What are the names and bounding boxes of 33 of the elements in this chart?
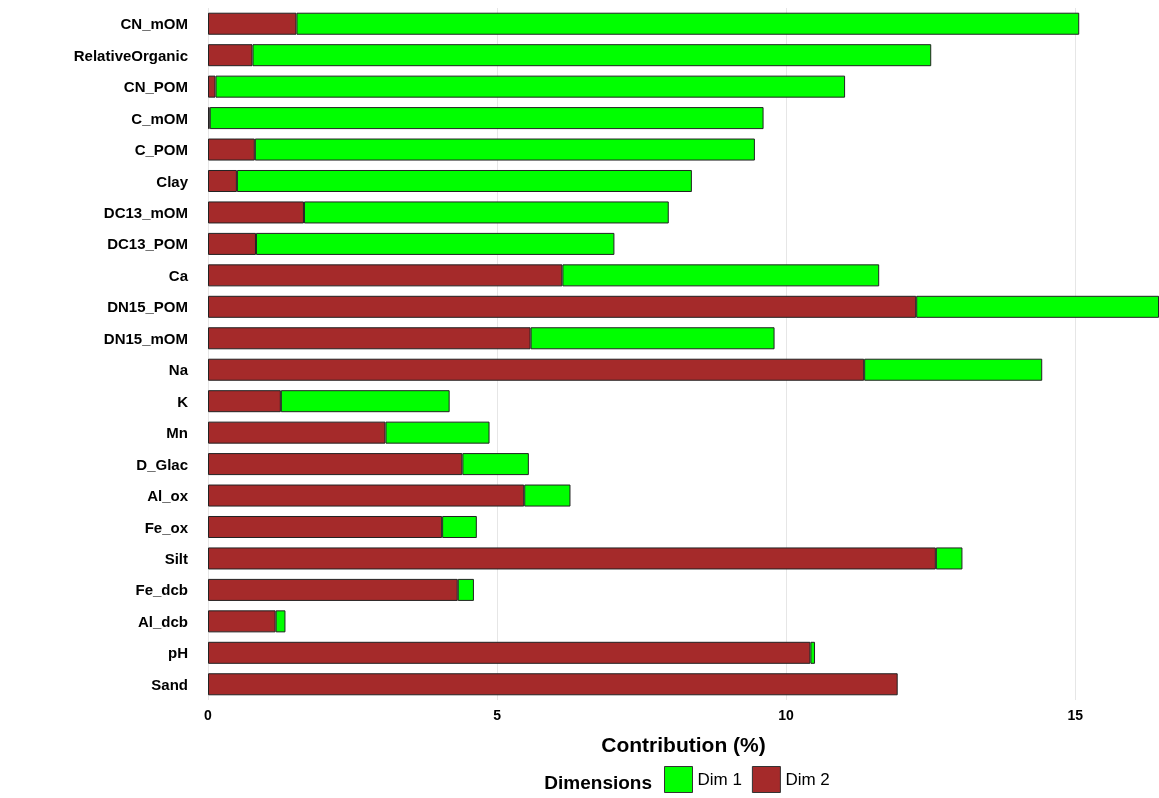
y-tick-label: Fe_ox: [144, 518, 189, 536]
y-tick-label: Mn: [166, 424, 188, 442]
y-tick-label: DC13_mOM: [103, 203, 188, 221]
x-tick-label: 10: [778, 707, 795, 723]
y-tick-label: CN_mOM: [120, 15, 188, 33]
x-tick-label: 15: [1067, 707, 1084, 723]
y-tick-label: Al_dcb: [137, 612, 188, 630]
bar: [209, 107, 764, 130]
y-tick-label: Silt: [164, 549, 188, 567]
y-tick-label: Na: [168, 361, 189, 379]
y-tick-label: RelativeOrganic: [73, 46, 188, 64]
y-tick-label: pH: [168, 644, 188, 662]
y-tick-label: Clay: [156, 172, 189, 190]
y-tick-label: CN_POM: [123, 78, 188, 96]
legend-label: Dim 2: [785, 770, 830, 789]
y-tick-label: K: [177, 392, 189, 410]
y-tick-label: Al_ox: [147, 487, 189, 505]
x-tick-label: 0: [204, 707, 213, 723]
bar: [208, 673, 898, 696]
legend-label: Dim 1: [697, 770, 742, 789]
y-tick-label: Ca: [168, 266, 189, 284]
y-tick-label: Sand: [151, 675, 188, 693]
x-tick-label: 5: [493, 707, 502, 723]
y-tick-label: D_Glac: [136, 455, 188, 473]
bar: [208, 641, 811, 664]
y-tick-label: C_mOM: [131, 109, 188, 127]
y-tick-label: Fe_dcb: [135, 581, 188, 599]
y-tick-label: DC13_POM: [107, 235, 188, 253]
y-tick-label: DN15_POM: [107, 298, 188, 316]
x-axis-title: Contribution (%): [601, 733, 766, 756]
y-tick-label: C_POM: [134, 141, 188, 159]
y-tick-label: DN15_mOM: [103, 329, 188, 347]
legend-title: Dimensions: [544, 772, 653, 793]
